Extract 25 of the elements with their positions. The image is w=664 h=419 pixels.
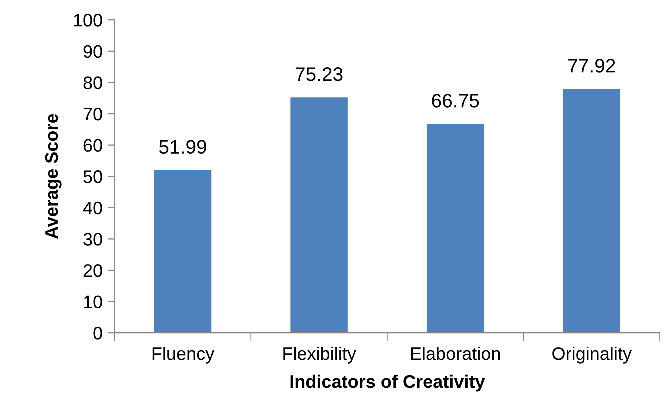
y-tick-label: 80: [84, 76, 102, 90]
x-tick-label: Originality: [552, 346, 632, 364]
x-tick-label: Flexibility: [284, 346, 356, 364]
y-tick-label: 60: [84, 139, 102, 152]
y-tick-label: 90: [84, 45, 102, 58]
bar: [154, 170, 212, 334]
data-label: 66.75: [432, 94, 480, 108]
y-tick-label: 0: [94, 327, 102, 340]
y-axis-title: Average Score: [45, 114, 62, 240]
data-label: 51.99: [159, 140, 206, 154]
x-tick-label: Fluency: [152, 346, 215, 364]
y-tick-label: 20: [84, 264, 102, 278]
bar: [426, 124, 484, 334]
y-tick-label: 50: [84, 170, 102, 184]
bar: [290, 98, 348, 334]
bar: [563, 89, 620, 334]
y-tick-label: 70: [84, 108, 102, 121]
data-label: 77.92: [568, 59, 616, 73]
data-label: 75.23: [296, 68, 343, 82]
x-tick-label: Elaboration: [411, 346, 500, 360]
y-tick-label: 40: [83, 202, 102, 215]
x-axis-title: Indicators of Creativity: [290, 374, 486, 392]
y-tick-label: 30: [84, 233, 102, 246]
y-tick-label: 100: [74, 14, 102, 27]
y-tick-label: 10: [84, 296, 102, 309]
